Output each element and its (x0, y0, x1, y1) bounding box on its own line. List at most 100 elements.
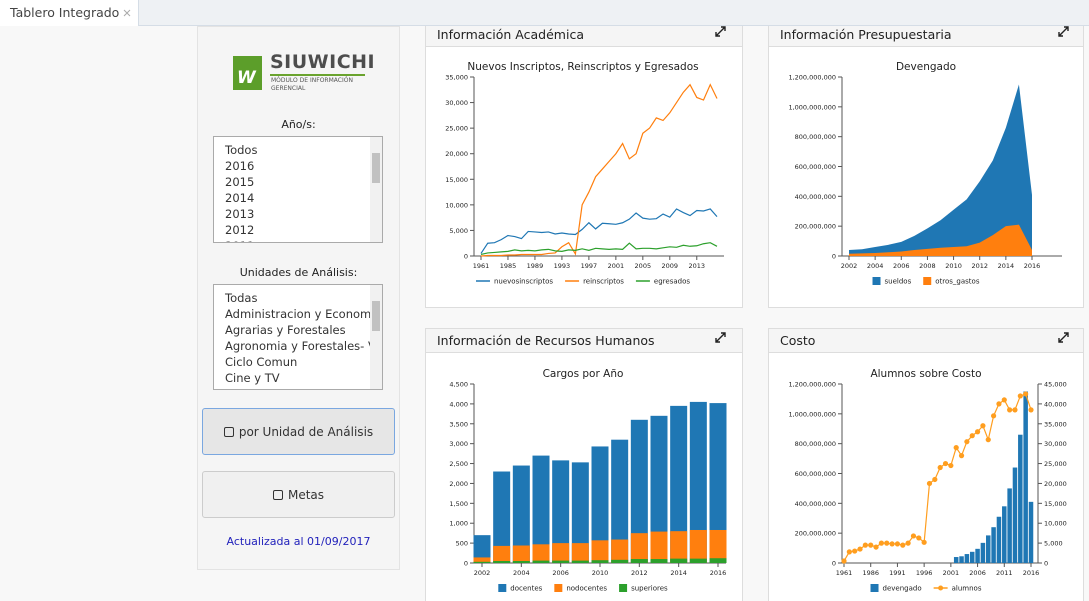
x-tick-label: 1996 (916, 569, 933, 577)
legend-label: nuevosinscriptos (494, 278, 553, 286)
y-tick-label: 800,000,000 (795, 440, 836, 448)
close-icon[interactable] (123, 9, 131, 17)
logo-subtitle-line: MÓDULO DE INFORMACIÓN (271, 77, 353, 84)
bar (611, 559, 629, 563)
expand-icons[interactable] (715, 26, 1069, 343)
bar (1012, 467, 1018, 563)
legend-label: alumnos (952, 585, 982, 593)
bar (670, 558, 688, 563)
button[interactable]: por Unidad de Análisis (202, 408, 395, 455)
button[interactable]: Metas (202, 471, 395, 518)
bar (709, 558, 727, 563)
x-tick-label: 2014 (670, 569, 687, 577)
scroll-thumb[interactable] (372, 153, 380, 183)
tab[interactable]: Tablero Integrado (0, 0, 139, 26)
list-option[interactable]: Agronomia y Forestales- Vet (225, 339, 383, 353)
bar (991, 527, 996, 563)
list-option[interactable]: 2015 (225, 175, 255, 189)
y-tick-label: 1,200,000,000 (788, 74, 836, 82)
x-tick-label: 1986 (862, 569, 879, 577)
list-option[interactable]: 2013 (225, 207, 255, 221)
point (862, 542, 868, 548)
bar (953, 557, 959, 563)
scroll-thumb[interactable] (372, 301, 380, 331)
logo-subtitle: MÓDULO DE INFORMACIÓN GERENCIAL (271, 77, 353, 92)
y-tick-label: 3,500 (449, 420, 468, 428)
y-tick-label: 4,000 (449, 400, 468, 408)
bar (1002, 506, 1007, 563)
list-option[interactable]: Administracion y Economia (225, 307, 382, 321)
panel-title: Información de Recursos Humanos (437, 333, 655, 348)
list-option[interactable]: 2012 (225, 223, 255, 237)
point (1007, 407, 1013, 413)
x-tick-label: 2002 (474, 569, 491, 577)
scrollbar[interactable] (370, 285, 382, 389)
button-label[interactable]: por Unidad de Análisis (238, 424, 374, 439)
updated-note: Actualizada al 01/09/2017 (226, 535, 371, 548)
expand-icon[interactable] (715, 332, 726, 343)
list-option[interactable]: Todos (225, 143, 258, 157)
bar (611, 439, 629, 563)
list-option[interactable]: Ciclo Comun (225, 355, 298, 369)
y-tick-label: 20,000 (1044, 480, 1067, 488)
list-option[interactable]: Todas (225, 291, 258, 305)
units-list[interactable]: Todas Administracion y Economia Agrarias y… (213, 284, 383, 390)
y-tick-label: 35,000 (1044, 420, 1067, 428)
bar (552, 460, 570, 563)
chart-title: Alumnos sobre Costo (870, 368, 981, 380)
bar (689, 529, 707, 563)
bar (964, 554, 970, 563)
tab-close[interactable] (123, 9, 131, 17)
y-tick-label: 0 (1044, 560, 1048, 568)
y-tick-label: 0 (464, 560, 468, 568)
list-option[interactable]: Agrarias y Forestales (225, 323, 346, 337)
point (1023, 391, 1029, 397)
bar (493, 561, 511, 563)
x-tick-label: 2005 (635, 262, 652, 270)
panel-title: Información Académica (437, 27, 584, 42)
list-option[interactable]: Cine y TV (225, 371, 280, 385)
y-tick-label: 35,000 (445, 74, 468, 82)
expand-icon[interactable] (715, 26, 726, 37)
years-list[interactable]: Todos 2016 2015 2014 2013 20122011 (213, 136, 383, 243)
list-option[interactable]: 2011 (214, 238, 382, 242)
y-tick-label: 600,000,000 (795, 163, 836, 171)
scrollbar[interactable] (370, 137, 382, 242)
bar (512, 561, 530, 563)
logo-rule (270, 74, 365, 76)
bar (473, 561, 491, 563)
x-tick-label: 1989 (527, 262, 544, 270)
x-tick-label: 2016 (1024, 262, 1041, 270)
x-tick-label: 2009 (662, 262, 679, 270)
point (873, 544, 879, 550)
tab-title[interactable]: Tablero Integrado (10, 5, 120, 20)
logo-subtitle-line: GERENCIAL (271, 84, 306, 92)
point (1017, 393, 1023, 399)
bar (591, 540, 609, 563)
logo-icon-box: W (233, 56, 262, 90)
x-tick-label: 2010 (945, 262, 962, 270)
x-tick-label: 2004 (513, 569, 530, 577)
expand-icon[interactable] (1058, 332, 1069, 343)
bar (1018, 434, 1023, 563)
x-tick-label: 2002 (841, 262, 858, 270)
point (932, 476, 938, 483)
bar (532, 560, 550, 563)
list-option[interactable]: 2016 (225, 159, 255, 173)
x-tick-label: 2010 (592, 569, 609, 577)
bar (1007, 488, 1012, 563)
tab-bar (0, 0, 1089, 26)
bar (959, 556, 964, 563)
y-tick-label: 1,200,000,000 (788, 381, 836, 389)
button-label[interactable]: Metas (287, 487, 325, 502)
expand-icon[interactable] (1058, 26, 1069, 37)
point (905, 540, 911, 546)
point (841, 558, 847, 564)
button-icon (223, 426, 234, 437)
y-tick-label: 200,000,000 (795, 530, 836, 538)
y-tick-label: 0 (464, 253, 468, 261)
list-option[interactable]: 2014 (225, 191, 255, 205)
bar (980, 542, 986, 563)
